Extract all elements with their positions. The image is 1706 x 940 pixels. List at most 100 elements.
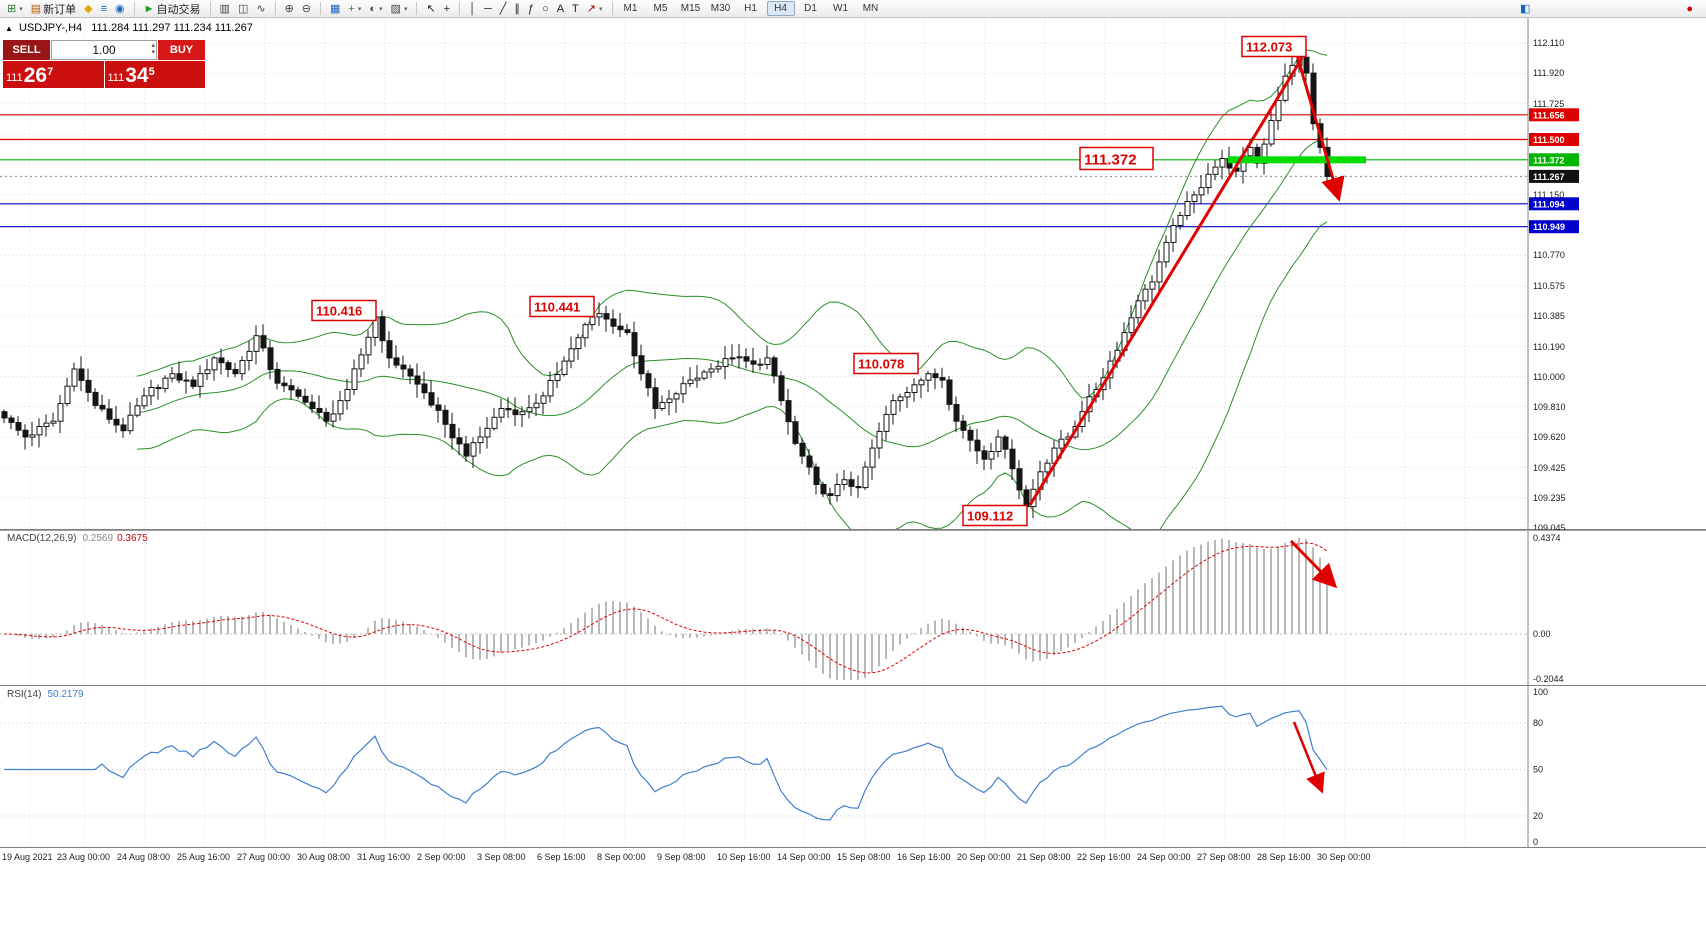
svg-text:100: 100: [1533, 687, 1548, 697]
market-depth-button[interactable]: ≡: [98, 1, 110, 17]
mql5-button[interactable]: ◆: [81, 1, 95, 17]
main-chart[interactable]: 112.110 111.920 111.725 111.150 110.770 110.5…: [0, 18, 1706, 530]
zoom-out-button[interactable]: ⊖: [299, 1, 314, 17]
time-axis-label: 20 Sep 00:00: [957, 852, 1011, 862]
time-axis-label: 24 Aug 08:00: [117, 852, 171, 862]
tile-windows-button[interactable]: ▦: [327, 1, 343, 17]
arrows-tool-button[interactable]: ↗ ▾: [584, 1, 606, 17]
svg-text:110.575: 110.575: [1533, 281, 1565, 291]
buy-price-display[interactable]: 111 34 5: [104, 61, 205, 88]
trendline-button[interactable]: ╱: [497, 1, 510, 17]
zoom-in-icon: ⊕: [284, 2, 294, 15]
autotrading-label: 自动交易: [156, 3, 201, 16]
vertical-line-icon: │: [469, 2, 476, 15]
timeframe-m30-button[interactable]: M30: [710, 3, 731, 14]
crosshair-button[interactable]: +: [441, 1, 453, 17]
indicators-button[interactable]: + ▾: [345, 1, 364, 17]
macd-panel[interactable]: 0.4374 0.00 -0.2044: [0, 530, 1706, 686]
time-axis-label: 28 Sep 16:00: [1257, 852, 1311, 862]
timeframe-m1-button[interactable]: M1: [623, 3, 638, 14]
templates-icon: ▨: [390, 2, 401, 15]
timeframe-h1-button[interactable]: H1: [744, 3, 757, 14]
svg-text:111.150: 111.150: [1533, 190, 1564, 200]
svg-text:110.000: 110.000: [1533, 372, 1565, 382]
svg-text:109.045: 109.045: [1533, 523, 1566, 530]
macd-indicator-label: MACD(12,26,9) 0.2569 0.3675: [7, 533, 148, 544]
zoom-in-button[interactable]: ⊕: [282, 1, 297, 17]
vertical-line-button[interactable]: │: [466, 1, 479, 17]
dropdown-arrow-icon: ▾: [357, 5, 362, 13]
price-axis-labels: 112.110 111.920 111.725 111.150 110.770 110.5…: [1533, 38, 1566, 530]
channel-icon: ∥: [514, 2, 520, 15]
svg-text:109.235: 109.235: [1533, 493, 1566, 503]
new-order-button[interactable]: ▤ 新订单: [28, 1, 79, 17]
time-axis-label: 3 Sep 08:00: [477, 852, 526, 862]
shapes-button[interactable]: ○: [539, 1, 552, 17]
svg-text:50: 50: [1533, 765, 1543, 775]
line-chart-button[interactable]: ∿: [253, 1, 268, 17]
svg-text:-0.2044: -0.2044: [1533, 674, 1564, 684]
cursor-button[interactable]: ↖: [423, 1, 438, 17]
periods-button[interactable]: ◐ ▾: [366, 1, 385, 17]
trendline-icon: ╱: [499, 2, 507, 15]
timeframe-m15-button[interactable]: M15: [680, 3, 701, 14]
new-chart-button[interactable]: ⊞ ▾: [4, 1, 26, 17]
community-chat-icon[interactable]: ◧: [1517, 1, 1533, 17]
periods-icon: ◐: [369, 2, 377, 15]
volume-spin-buttons[interactable]: ▴ ▾: [151, 42, 155, 56]
fibonacci-button[interactable]: ƒ: [525, 1, 537, 17]
collapse-toggle-icon[interactable]: ▲: [5, 24, 13, 33]
candle-chart-button[interactable]: ◫: [235, 1, 251, 17]
timeframe-w1-button[interactable]: W1: [833, 3, 848, 14]
candle-chart-icon: ◫: [237, 2, 249, 15]
community-button[interactable]: ◉: [112, 1, 128, 17]
timeframe-h4-button[interactable]: H4: [766, 1, 795, 16]
time-axis-label: 9 Sep 08:00: [657, 852, 706, 862]
time-axis[interactable]: 19 Aug 2021 23 Aug 00:00 24 Aug 08:00 25 Au…: [0, 848, 1706, 870]
macd-axis-labels: 0.4374 0.00 -0.2044: [1533, 533, 1564, 684]
timeframe-m5-button[interactable]: M5: [653, 3, 668, 14]
indicators-icon: +: [348, 2, 355, 15]
svg-text:0.00: 0.00: [1533, 629, 1551, 639]
spin-down-icon[interactable]: ▾: [151, 49, 155, 56]
time-axis-label: 30 Sep 00:00: [1317, 852, 1371, 862]
text-label-button[interactable]: T: [569, 1, 582, 17]
arrows-tool-icon: ↗: [586, 2, 596, 15]
shapes-icon: ○: [542, 2, 549, 15]
time-axis-label: 21 Sep 08:00: [1017, 852, 1071, 862]
time-axis-label: 31 Aug 16:00: [357, 852, 411, 862]
horizontal-line-button[interactable]: ─: [481, 1, 495, 17]
autotrading-button[interactable]: ► 自动交易: [141, 1, 204, 17]
time-axis-label: 15 Sep 08:00: [837, 852, 891, 862]
time-axis-label: 2 Sep 00:00: [417, 852, 466, 862]
spin-up-icon[interactable]: ▴: [151, 42, 155, 49]
candlesticks: [1, 50, 1331, 520]
rsi-line: [4, 705, 1328, 821]
time-axis-label: 24 Sep 00:00: [1137, 852, 1191, 862]
community-icon: ◉: [115, 2, 125, 15]
svg-text:110.385: 110.385: [1533, 311, 1565, 321]
time-axis-label: 8 Sep 00:00: [597, 852, 646, 862]
macd-histogram: [10, 538, 1328, 680]
line-chart-icon: ∿: [256, 2, 266, 15]
channel-button[interactable]: ∥: [511, 1, 523, 17]
timeframe-d1-button[interactable]: D1: [804, 3, 817, 14]
timeframe-mn-button[interactable]: MN: [862, 3, 879, 14]
volume-stepper[interactable]: 1.00 ▴ ▾: [51, 40, 157, 60]
mql5-icon: ◆: [84, 2, 93, 15]
chart-grid: [0, 18, 1528, 530]
new-order-icon: ▤: [30, 2, 42, 15]
notification-icon[interactable]: ●: [1683, 1, 1696, 17]
bar-chart-button[interactable]: ▥: [217, 1, 233, 17]
rsi-panel[interactable]: 100 80 50 20 0: [0, 686, 1706, 848]
symbol-title: USDJPY-,H4: [18, 22, 83, 34]
templates-button[interactable]: ▨ ▾: [388, 1, 411, 17]
sell-button[interactable]: SELL: [3, 40, 50, 60]
svg-text:111.920: 111.920: [1533, 68, 1564, 78]
svg-text:109.425: 109.425: [1533, 463, 1566, 473]
main-toolbar: ⊞ ▾ ▤ 新订单 ◆ ≡ ◉ ► 自动交易 ▥ ◫ ∿ ⊕ ⊖ ▦ + ▾ ◐ ▾ ▨ ▾ ↖ + │ ─ ╱ ∥ ƒ ○ A T ↗ ▾ M…: [0, 0, 1706, 18]
horizontal-level-lines[interactable]: [0, 114, 1528, 228]
sell-price-display[interactable]: 111 26 7: [3, 61, 104, 88]
buy-button[interactable]: BUY: [158, 40, 205, 60]
text-button[interactable]: A: [554, 1, 567, 17]
